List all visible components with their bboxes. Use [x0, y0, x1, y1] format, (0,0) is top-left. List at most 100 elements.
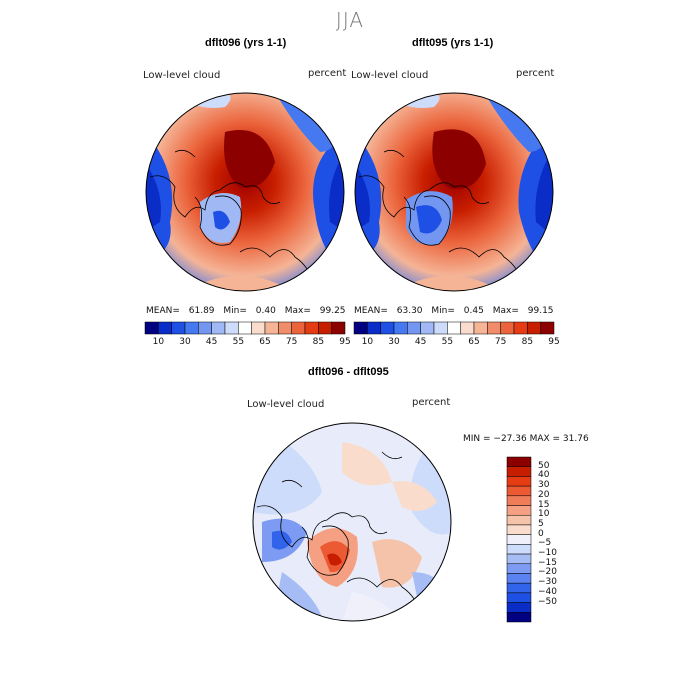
diff-colorbar-swatch	[506, 524, 532, 535]
diff-colorbar-swatch	[506, 573, 532, 584]
panel2-colorbar	[353, 321, 555, 335]
panel2-polar-map	[354, 92, 554, 292]
diff-colorbar	[506, 456, 532, 623]
diff-colorbar-tick-label: −5	[538, 538, 552, 549]
panel2-colorbar-swatch	[487, 321, 501, 335]
panel2-variable-label: Low-level cloud	[351, 70, 429, 81]
panel2-colorbar-swatch	[460, 321, 475, 335]
panel1-colorbar-swatch	[184, 321, 199, 335]
panel2-colorbar-swatch	[353, 321, 368, 335]
panel2-units-label: percent	[516, 68, 555, 79]
panel1-colorbar-tick-label: 75	[285, 337, 298, 347]
panel1-title: dflt096 (yrs 1-1)	[205, 37, 287, 49]
panel2-colorbar-swatch	[393, 321, 408, 335]
panel2-colorbar-tick-label: 75	[494, 337, 507, 347]
panel2-max-label: Max=	[492, 306, 519, 316]
panel1-colorbar-swatch	[158, 321, 172, 335]
panel2-title: dflt095 (yrs 1-1)	[412, 37, 494, 49]
panel2-colorbar-swatch	[513, 321, 528, 335]
panel1-colorbar-tick-label: 45	[205, 337, 218, 347]
panel2-colorbar-swatch	[407, 321, 421, 335]
panel2-colorbar-swatch	[380, 321, 395, 335]
diff-colorbar-swatch	[506, 612, 532, 623]
panel2-colorbar-tick-label: 95	[548, 337, 560, 347]
panel1-colorbar-swatch	[198, 321, 212, 335]
diff-colorbar-swatch	[506, 476, 532, 487]
panel1-colorbar-swatch	[318, 321, 332, 335]
panel1-mean-value: 61.89	[188, 306, 215, 316]
panel1-colorbar-ticks: 10 30 45 55 65 75 85 95	[145, 337, 351, 349]
panel1-colorbar-tick-label: 65	[259, 337, 271, 347]
panel1-min-value: 0.40	[255, 306, 276, 316]
diff-stats: MIN = −27.36 MAX = 31.76	[463, 434, 589, 444]
diff-colorbar-tick-label: 20	[538, 489, 550, 500]
diff-colorbar-swatch	[506, 592, 532, 603]
panel1-polar-map	[145, 92, 345, 292]
panel1-colorbar-swatch	[278, 321, 292, 335]
panel1-colorbar-swatch	[144, 321, 159, 335]
diff-colorbar-tick-label: 15	[538, 499, 550, 510]
diff-colorbar-swatch	[506, 563, 532, 574]
panel1-colorbar-tick-label: 95	[339, 337, 351, 347]
diff-colorbar-tick-label: −15	[538, 557, 557, 568]
panel1-colorbar-swatch	[171, 321, 186, 335]
panel2-min-label: Min=	[431, 306, 455, 316]
panel2-min-value: 0.45	[463, 306, 484, 316]
diff-variable-label: Low-level cloud	[247, 399, 325, 410]
diff-colorbar-tick-label: 10	[538, 509, 550, 520]
panel1-colorbar-tick-label: 10	[152, 337, 165, 347]
panel2-colorbar-ticks: 10 30 45 55 65 75 85 95	[354, 337, 560, 349]
panel2-max-value: 99.15	[527, 306, 554, 316]
diff-colorbar-swatch	[506, 514, 532, 526]
panel1-min-label: Min=	[223, 306, 247, 316]
diff-colorbar-swatch	[506, 544, 532, 555]
diff-colorbar-swatch	[506, 456, 532, 467]
panel2-colorbar-tick-label: 65	[468, 337, 480, 347]
diff-colorbar-tick-label: −40	[538, 586, 557, 597]
panel1-colorbar-tick-label: 55	[232, 337, 245, 347]
panel2-colorbar-tick-label: 30	[388, 337, 400, 347]
panel1-colorbar-tick-label: 85	[312, 337, 325, 347]
panel2-colorbar-swatch	[433, 321, 448, 335]
diff-colorbar-tick-label: 40	[538, 470, 550, 481]
diff-colorbar-swatch	[506, 495, 532, 506]
page-title: JJA	[335, 8, 365, 32]
diff-colorbar-tick-label: −30	[538, 577, 557, 588]
panel2-colorbar-swatch	[420, 321, 435, 335]
panel1-variable-label: Low-level cloud	[143, 70, 221, 81]
diff-colorbar-tick-label: −20	[538, 567, 557, 578]
panel2-colorbar-swatch	[500, 321, 515, 335]
diff-colorbar-tick-label: 30	[538, 480, 550, 491]
panel1-colorbar-swatch	[211, 321, 226, 335]
panel2-colorbar-swatch	[527, 321, 541, 335]
diff-panel-title: dflt096 - dflt095	[308, 366, 389, 378]
panel1-max-value: 99.25	[319, 306, 346, 316]
diff-colorbar-tick-label: 0	[538, 528, 544, 539]
panel2-colorbar-swatch	[447, 321, 461, 335]
panel1-stats: MEAN= 61.89 Min= 0.40 Max= 99.25	[146, 306, 346, 316]
panel1-colorbar-swatch	[224, 321, 239, 335]
panel2-colorbar-swatch	[367, 321, 381, 335]
diff-colorbar-tick-label: −10	[538, 548, 557, 559]
panel1-colorbar-swatch	[291, 321, 306, 335]
panel2-colorbar-swatch	[540, 321, 555, 335]
panel2-mean-label: MEAN=	[354, 306, 388, 316]
diff-units-label: percent	[412, 397, 451, 408]
panel1-colorbar-swatch	[251, 321, 266, 335]
diff-colorbar-tick-label: −50	[538, 596, 557, 607]
panel1-colorbar-swatch	[331, 321, 346, 335]
diff-polar-map	[252, 422, 452, 622]
panel2-mean-value: 63.30	[396, 306, 423, 316]
panel1-colorbar-swatch	[238, 321, 252, 335]
diff-colorbar-tick-label: 50	[538, 460, 550, 471]
panel2-colorbar-tick-label: 45	[414, 337, 427, 347]
diff-colorbar-swatch	[506, 505, 532, 516]
diff-colorbar-swatch	[506, 534, 532, 545]
diff-colorbar-swatch	[506, 553, 532, 565]
panel2-colorbar-swatch	[473, 321, 488, 335]
diff-colorbar-swatch	[506, 485, 532, 497]
diff-colorbar-swatch	[506, 466, 532, 477]
panel1-colorbar-swatch	[264, 321, 279, 335]
panel1-colorbar	[144, 321, 346, 335]
panel1-colorbar-swatch	[304, 321, 319, 335]
